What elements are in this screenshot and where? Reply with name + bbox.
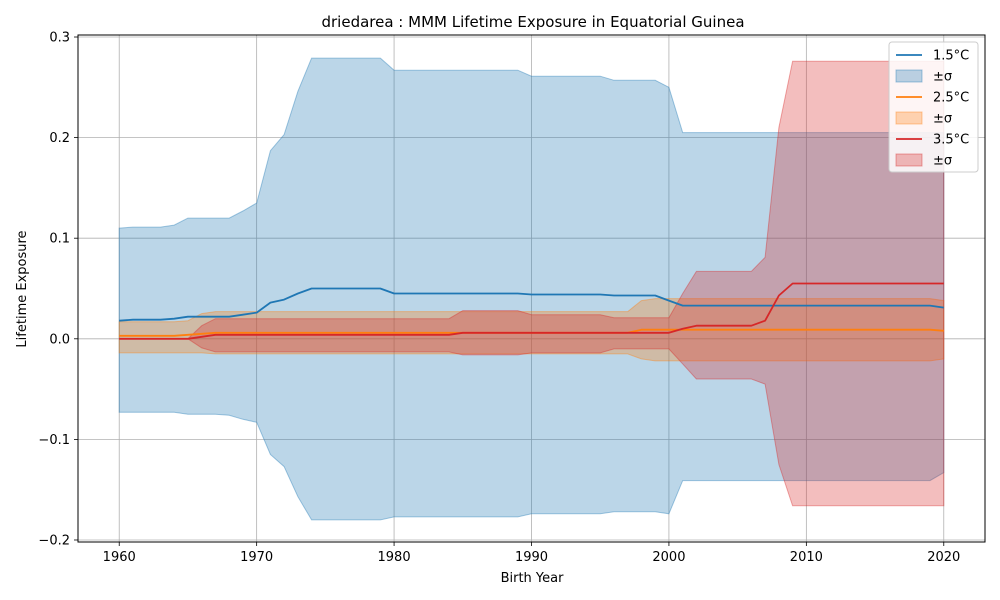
mean-lines — [119, 282, 944, 340]
y-tick-label: −0.1 — [38, 433, 70, 448]
y-tick-label: 0.2 — [49, 131, 70, 146]
y-axis-ticks: −0.2 −0.1 0.0 0.1 0.2 0.3 — [38, 31, 78, 548]
x-tick-label: 1960 — [103, 550, 136, 565]
chart-title: driedarea : MMM Lifetime Exposure in Equ… — [321, 13, 744, 31]
legend-band-label: ±σ — [933, 154, 952, 169]
x-tick-label: 1970 — [240, 550, 273, 565]
x-axis-label: Birth Year — [501, 571, 565, 586]
legend-series-label: 3.5°C — [933, 133, 969, 148]
legend-band-label: ±σ — [933, 70, 952, 85]
grid-lines — [78, 35, 985, 542]
y-tick-label: 0.0 — [49, 332, 70, 347]
legend-band-swatch — [895, 111, 923, 125]
sigma-band-1 — [118, 298, 945, 362]
sigma-band-0 — [118, 57, 945, 521]
y-axis-label: Lifetime Exposure — [15, 230, 30, 347]
y-tick-label: 0.3 — [49, 31, 70, 46]
y-tick-label: 0.1 — [49, 232, 70, 247]
legend-band-label: ±σ — [933, 112, 952, 127]
legend-series-label: 2.5°C — [933, 91, 969, 106]
x-tick-label: 2010 — [790, 550, 823, 565]
legend-band-swatch — [895, 153, 923, 167]
y-tick-label: −0.2 — [38, 533, 70, 548]
x-tick-label: 1990 — [515, 550, 548, 565]
legend-band-swatch — [895, 69, 923, 83]
x-tick-label: 2000 — [652, 550, 685, 565]
x-tick-label: 2020 — [927, 550, 960, 565]
x-axis-ticks: 1960 1970 1980 1990 2000 2010 2020 — [103, 542, 960, 565]
legend-series-label: 1.5°C — [933, 49, 969, 64]
mean-line-0 — [119, 287, 944, 322]
mean-line-2 — [119, 282, 944, 340]
legend: 1.5°C ±σ 2.5°C ±σ 3.5°C ±σ — [888, 41, 979, 173]
x-tick-label: 1980 — [378, 550, 411, 565]
